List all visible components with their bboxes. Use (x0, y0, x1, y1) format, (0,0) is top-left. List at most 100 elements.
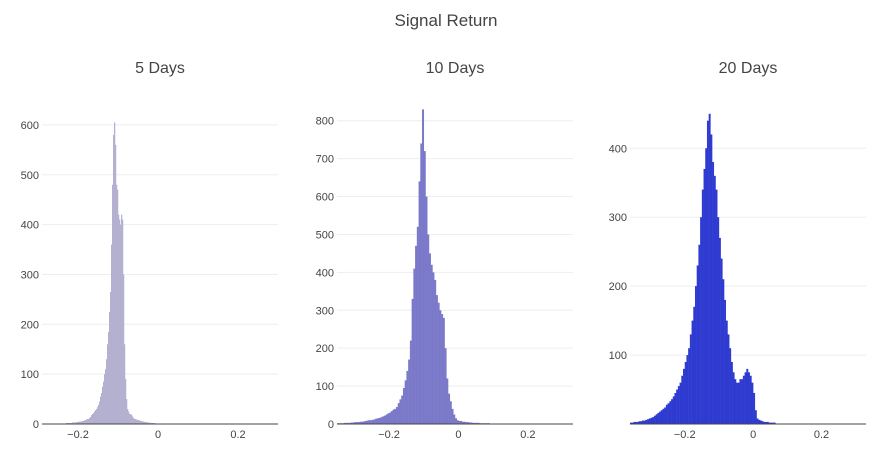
histogram-bar-5-days (115, 144, 117, 425)
histogram-bar-10-days (375, 418, 378, 424)
histogram-bar-10-days (439, 310, 442, 424)
histogram-bar-20-days (773, 422, 776, 424)
histogram-bar-20-days (641, 420, 644, 424)
histogram-bar-10-days (468, 422, 471, 424)
histogram-bar-5-days (106, 359, 108, 424)
histogram-bar-5-days (124, 344, 126, 424)
histogram-bar-20-days (737, 382, 740, 424)
histogram-bar-5-days (92, 414, 94, 424)
histogram-bar-5-days (146, 422, 148, 424)
histogram-bar-5-days (103, 381, 105, 424)
histogram-bar-10-days (347, 422, 350, 424)
histogram-bar-10-days (477, 422, 480, 424)
y-tick-label-10-days-100: 100 (316, 381, 334, 393)
histogram-bar-20-days (729, 348, 732, 424)
histogram-bar-20-days (669, 401, 672, 424)
histogram-bar-5-days (110, 291, 112, 424)
histogram-bar-20-days (742, 375, 745, 424)
histogram-bar-20-days (718, 237, 721, 424)
histogram-bar-10-days (411, 298, 414, 424)
y-tick-label-10-days-700: 700 (316, 154, 334, 166)
histogram-bar-5-days (82, 421, 84, 424)
histogram-bar-10-days (401, 395, 404, 424)
histogram-bar-10-days (408, 359, 411, 424)
histogram-bar-10-days (416, 226, 419, 424)
subplot-title-20-days: 20 Days (719, 60, 778, 77)
histogram-bar-10-days (380, 417, 383, 424)
histogram-bar-5-days (136, 419, 138, 424)
histogram-bar-10-days (460, 420, 463, 424)
histogram-bar-20-days (674, 392, 677, 424)
histogram-bar-5-days (126, 399, 128, 424)
histogram-bar-10-days (394, 408, 397, 424)
histogram-bar-5-days (86, 419, 88, 424)
histogram-bar-5-days (113, 134, 115, 424)
histogram-bar-5-days (112, 184, 114, 424)
histogram-bar-5-days (107, 344, 109, 424)
histogram-bar-5-days (88, 419, 90, 424)
histogram-bar-20-days (706, 120, 709, 425)
histogram-bar-10-days (425, 196, 428, 424)
histogram-bar-20-days (732, 372, 735, 424)
histogram-bar-5-days (122, 219, 124, 424)
histogram-bar-20-days (681, 375, 684, 424)
histogram-bar-5-days (73, 422, 75, 424)
histogram-bar-10-days (430, 264, 433, 424)
histogram-bar-10-days (455, 418, 457, 424)
histogram-bar-20-days (771, 422, 774, 424)
histogram-bar-5-days (132, 416, 134, 424)
histogram-bar-10-days (385, 414, 388, 424)
histogram-bar-10-days (371, 419, 374, 424)
histogram-bar-20-days (698, 244, 701, 424)
y-tick-label-10-days-200: 200 (316, 343, 334, 355)
histogram-bar-5-days (85, 420, 87, 424)
histogram-bar-20-days (630, 422, 632, 424)
y-tick-label-10-days-500: 500 (316, 229, 334, 241)
histogram-bar-10-days (352, 422, 355, 424)
histogram-bar-10-days (474, 422, 477, 424)
histogram-bar-10-days (456, 420, 459, 424)
histogram-bar-5-days (134, 419, 136, 424)
histogram-bar-20-days (684, 361, 687, 424)
histogram-bar-10-days (396, 406, 398, 424)
histogram-bar-10-days (363, 421, 366, 424)
y-tick-label-20-days-100: 100 (609, 350, 627, 362)
histogram-bar-5-days (108, 331, 110, 424)
histogram-bar-20-days (746, 368, 749, 424)
histogram-bar-5-days (76, 422, 78, 424)
histogram-bar-5-days (89, 418, 91, 424)
histogram-bar-20-days (691, 320, 694, 424)
y-tick-label-5-days-600: 600 (21, 120, 39, 132)
histogram-bar-5-days (131, 415, 133, 424)
histogram-bar-5-days (128, 411, 130, 424)
histogram-bar-20-days (653, 415, 656, 424)
y-tick-label-5-days-300: 300 (21, 269, 39, 281)
histogram-bar-20-days (645, 419, 648, 424)
histogram-bar-20-days (717, 217, 720, 424)
histogram-bar-5-days (144, 422, 146, 424)
histogram-bar-20-days (650, 417, 653, 424)
histogram-bar-5-days (148, 422, 150, 424)
histogram-bar-5-days (139, 420, 141, 424)
histogram-bar-10-days (413, 268, 416, 424)
histogram-bar-5-days (116, 184, 118, 424)
histogram-bar-10-days (472, 422, 475, 424)
histogram-bar-5-days (130, 414, 132, 424)
histogram-bar-5-days (143, 421, 145, 424)
histogram-bar-5-days (87, 419, 89, 424)
histogram-bar-10-days (404, 380, 407, 424)
histogram-bar-20-days (660, 410, 663, 424)
histogram-bar-5-days (101, 393, 103, 424)
histogram-bar-5-days (74, 422, 76, 424)
histogram-bar-20-days (765, 421, 768, 424)
y-tick-label-5-days-400: 400 (21, 220, 39, 232)
histogram-bar-20-days (659, 411, 662, 424)
histogram-bar-5-days (138, 420, 140, 424)
histogram-bar-5-days (137, 420, 139, 424)
histogram-bar-20-days (725, 320, 728, 424)
histogram-bar-10-days (359, 421, 362, 424)
histogram-bar-10-days (369, 420, 372, 424)
histogram-bar-10-days (383, 415, 386, 424)
histogram-bar-10-days (432, 272, 435, 424)
